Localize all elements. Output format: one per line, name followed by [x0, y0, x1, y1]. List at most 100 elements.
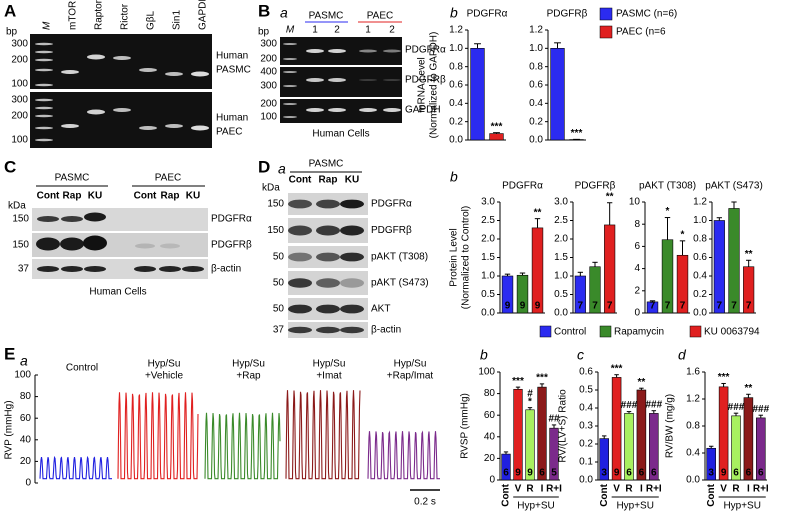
- blot-band: [283, 58, 297, 60]
- legend-label: PASMC (n=6): [616, 9, 677, 20]
- blot-band: [340, 326, 364, 334]
- blot-strip: [30, 92, 212, 148]
- row-label: PAEC: [216, 127, 243, 138]
- strip-label: PDGFRβ: [405, 75, 446, 86]
- y-tick-label: 0.4: [529, 98, 543, 109]
- blot-strip: [32, 208, 208, 231]
- lane-label: Cont: [37, 191, 60, 202]
- marker-label: 100: [260, 112, 277, 123]
- trace-label: +Vehicle: [145, 371, 184, 382]
- marker-label: 150: [12, 214, 29, 225]
- n-label: 3: [601, 468, 607, 479]
- footer-label: Human Cells: [89, 287, 146, 298]
- y-tick-label: 1.0: [529, 43, 543, 54]
- strip-label: pAKT (T308): [371, 252, 428, 263]
- marker-label: 300: [11, 39, 28, 50]
- strip-label: AKT: [371, 304, 390, 315]
- marker-label: 37: [273, 325, 285, 336]
- chart-title: PDGFRβ: [575, 181, 616, 192]
- n-label: 6: [539, 468, 545, 479]
- n-label: 7: [731, 301, 737, 312]
- x-tick-label: V: [720, 484, 727, 495]
- blot-band: [383, 108, 401, 112]
- blot-band: [35, 58, 53, 62]
- bar: [611, 377, 622, 481]
- pressure-trace: [285, 390, 361, 480]
- blot-band: [113, 56, 131, 60]
- x-tick-label: I: [747, 484, 750, 495]
- y-tick-label: 100: [478, 367, 495, 378]
- n-label: 9: [520, 301, 526, 312]
- blot-band: [328, 49, 346, 53]
- y-tick-label: 2: [634, 285, 640, 296]
- lane-label: M: [286, 25, 295, 36]
- blot-band: [165, 124, 183, 128]
- x-tick-label: V: [613, 484, 620, 495]
- n-label: 7: [717, 301, 723, 312]
- blot-band: [288, 278, 312, 288]
- chart-title: pAKT (S473): [705, 181, 763, 192]
- trace-label: Hyp/Su: [232, 359, 265, 370]
- marker-label: 300: [260, 39, 277, 50]
- x-tick-label: I: [640, 484, 643, 495]
- blot-band: [35, 106, 53, 110]
- y-tick-label: 0.0: [481, 308, 495, 319]
- blot-band: [61, 124, 79, 128]
- blot-band: [35, 126, 53, 130]
- y-tick-label: 80: [20, 391, 32, 402]
- blot-band: [35, 114, 53, 118]
- significance-label: **: [745, 249, 753, 260]
- y-tick-label: 0.6: [579, 367, 593, 378]
- y-tick-label: 1.5: [481, 252, 495, 263]
- blot-band: [359, 49, 377, 53]
- blot-band: [160, 243, 180, 249]
- blot-band: [316, 252, 340, 262]
- y-tick-label: 0.2: [579, 439, 593, 450]
- y-tick-label: 60: [484, 410, 496, 421]
- marker-label: 200: [260, 54, 277, 65]
- significance-label: ##: [548, 414, 560, 425]
- marker-label: 37: [18, 264, 30, 275]
- significance-label: ###: [728, 402, 745, 413]
- blot-band: [340, 252, 364, 262]
- marker-label: 150: [267, 199, 284, 210]
- blot-band: [340, 278, 364, 288]
- y-tick-label: 100: [14, 370, 31, 381]
- strip-label: PDGFRβ: [371, 225, 412, 236]
- x-tick-label: Cont: [501, 483, 512, 506]
- panel-label: a: [278, 161, 286, 177]
- blot-band: [288, 326, 312, 334]
- n-label: 6: [758, 468, 764, 479]
- marker-label: 400: [260, 67, 277, 78]
- y-tick-label: 1.2: [693, 197, 707, 208]
- axis-title: mRNA Level: [417, 57, 428, 113]
- n-label: 5: [551, 468, 557, 479]
- blot-band: [84, 266, 106, 272]
- y-tick-label: 0.0: [529, 135, 543, 146]
- blot-band: [61, 70, 79, 74]
- axis-title: (Normalized to Control): [461, 206, 472, 309]
- pressure-trace: [367, 430, 440, 480]
- y-tick-label: 0.4: [686, 448, 700, 459]
- legend-swatch: [689, 325, 702, 338]
- y-tick-label: 6: [634, 241, 640, 252]
- axis-title: (Normalized to GAPDH): [429, 32, 440, 139]
- lane-label: GAPDH: [198, 0, 209, 30]
- x-tick-label: R+I: [546, 484, 562, 495]
- axis-title: RV/BW (mg/g): [665, 394, 676, 458]
- significance-label: ***: [512, 376, 524, 387]
- y-tick-label: 2.5: [554, 215, 568, 226]
- blot-band: [283, 71, 297, 73]
- x-tick-label: R+I: [646, 484, 662, 495]
- blot-band: [87, 54, 105, 60]
- y-tick-label: 2.0: [481, 234, 495, 245]
- y-tick-label: 0.8: [693, 234, 707, 245]
- blot-band: [340, 225, 364, 236]
- trace-label: Hyp/Su: [313, 359, 346, 370]
- marker-label: 100: [11, 135, 28, 146]
- y-tick-label: 0.5: [481, 289, 495, 300]
- legend-label: KU 0063794: [704, 327, 760, 338]
- strip-label: β-actin: [211, 264, 241, 275]
- blot-strip: [32, 259, 208, 279]
- y-tick-label: 0.4: [579, 403, 593, 414]
